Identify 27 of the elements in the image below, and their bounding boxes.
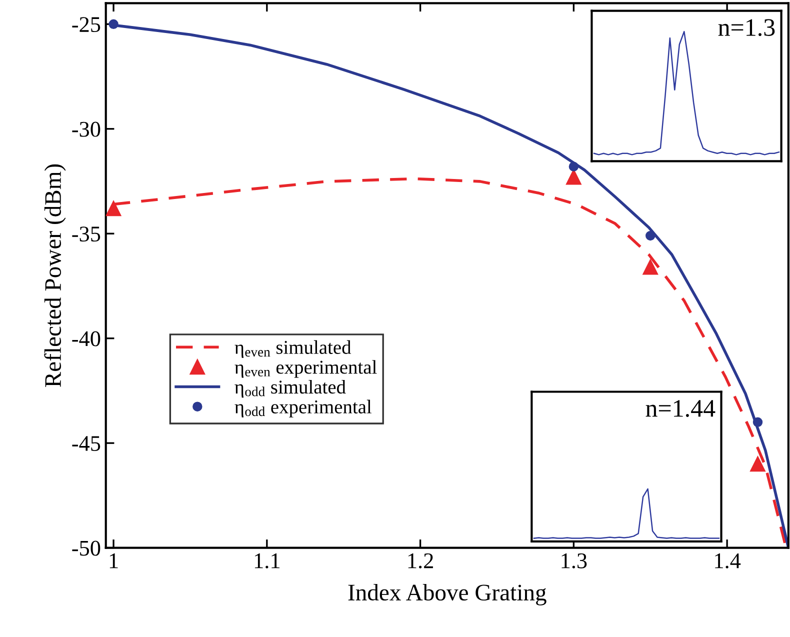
x-tick-label: 1.1: [254, 553, 280, 568]
y-tick-label: -40: [72, 331, 100, 346]
y-tick-label: -30: [72, 122, 100, 137]
point: [566, 169, 582, 185]
point: [568, 162, 579, 172]
y-axis-title: Reflected Power (dBm): [44, 164, 66, 387]
x-tick-label: 1: [110, 553, 118, 568]
y-tick-label: -35: [72, 226, 100, 242]
annotation: n=1.44: [646, 400, 716, 417]
point: [106, 200, 122, 216]
legend-label: η$_{even}$ simulated: [234, 340, 352, 358]
y-tick-label: -50: [72, 540, 100, 556]
y-tick-label: -25: [72, 17, 100, 32]
legend-label: η$_{even}$ experimental: [234, 360, 377, 378]
x-tick-label: 1.2: [408, 553, 433, 568]
y-tick-label: -45: [72, 436, 100, 452]
point: [752, 417, 763, 427]
point: [750, 456, 766, 472]
x-axis-title: Index Above Grating: [348, 584, 546, 606]
legend-label: η$_{odd}$ experimental: [234, 400, 372, 418]
point: [108, 19, 118, 29]
annotation: n=1.3: [718, 19, 775, 36]
point: [642, 259, 658, 275]
point: [646, 230, 656, 241]
legend-label: η$_{odd}$ simulated: [234, 380, 346, 398]
x-tick-label: 1.4: [715, 553, 741, 568]
x-tick-label: 1.3: [562, 553, 587, 568]
